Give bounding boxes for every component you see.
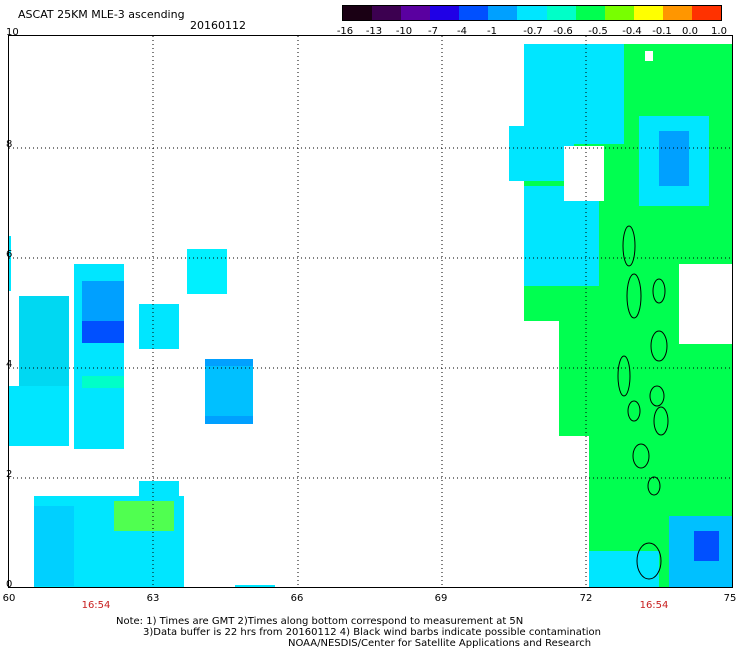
x-label: 60 [3,593,16,604]
colorbar-seg [459,6,488,20]
colorbar-seg [517,6,546,20]
x-label: 63 [147,593,160,604]
map-plot-area [8,35,733,588]
pass-time: 16:54 [82,600,111,611]
pass-time: 16:54 [640,600,669,611]
colorbar-seg [488,6,517,20]
x-label: 72 [580,593,593,604]
y-label: 4 [6,359,12,370]
y-label: 6 [6,249,12,260]
footnote-line: Note: 1) Times are GMT 2)Times along bot… [116,616,523,627]
map-canvas [9,36,732,587]
y-label: 10 [6,27,19,38]
footnote-line: 3)Data buffer is 22 hrs from 20160112 4)… [143,627,601,638]
x-label: 75 [724,593,737,604]
colorbar-seg [372,6,401,20]
y-label: 8 [6,139,12,150]
colorbar-seg [343,6,372,20]
colorbar-seg [576,6,605,20]
colorbar-seg [430,6,459,20]
colorbar-seg [605,6,634,20]
right-swath [509,44,732,587]
colorbar-seg [401,6,430,20]
y-label: 2 [6,469,12,480]
colorbar-seg [663,6,692,20]
map-title: ASCAT 25KM MLE-3 ascending [18,8,185,21]
colorbar-seg [692,6,721,20]
map-date: 20160112 [190,19,246,32]
colorbar-seg [634,6,663,20]
colorbar-seg [547,6,576,20]
x-label: 69 [435,593,448,604]
left-swath [9,236,275,587]
x-label: 66 [291,593,304,604]
colorbar [342,5,722,21]
footnote-line: NOAA/NESDIS/Center for Satellite Applica… [288,638,591,649]
y-label: 0 [6,579,12,590]
